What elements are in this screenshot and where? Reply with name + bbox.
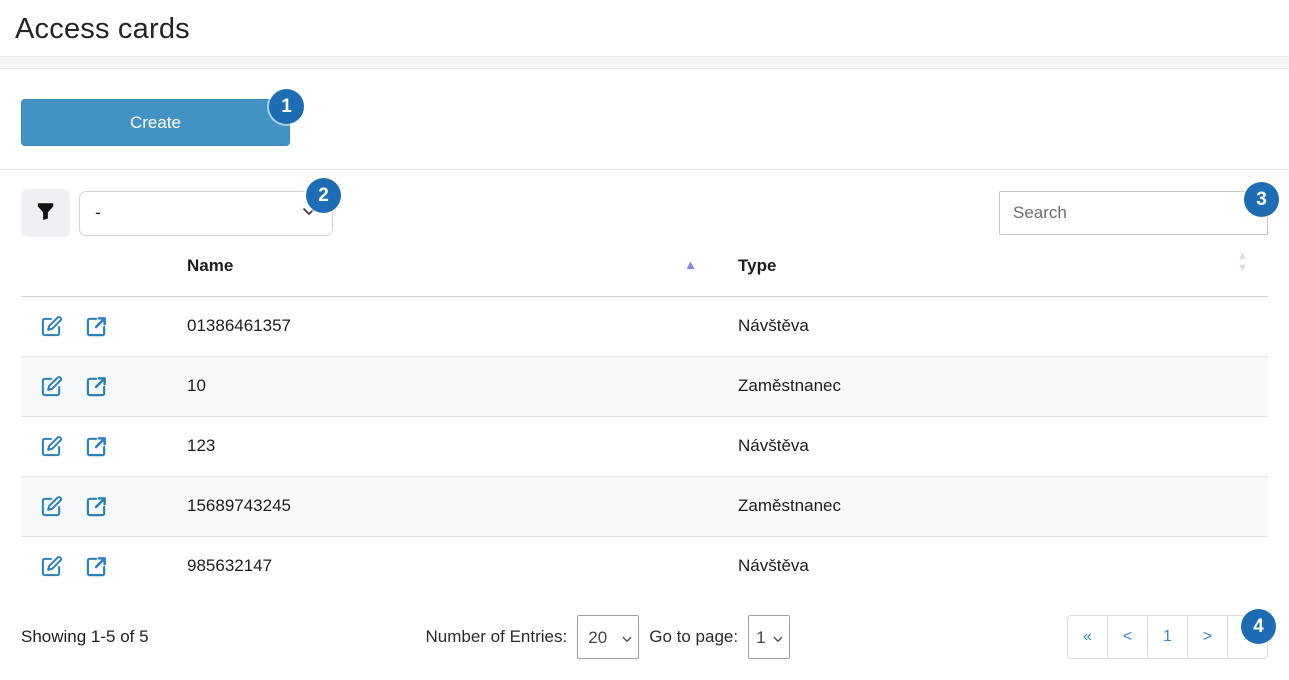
row-name-cell: 123 xyxy=(171,416,721,477)
row-name-cell: 985632147 xyxy=(187,556,273,576)
edit-icon[interactable] xyxy=(40,555,63,578)
next-page-button[interactable]: > xyxy=(1186,615,1228,659)
filter-button[interactable] xyxy=(21,189,70,237)
entries-per-page-wrap: 20 xyxy=(577,615,640,659)
sort-ascending-icon[interactable]: ▲ xyxy=(684,257,697,272)
goto-page-label: Go to page: xyxy=(649,627,739,646)
access-cards-page: Access cards Create - xyxy=(0,0,1289,659)
goto-page-wrap: 1 xyxy=(748,615,791,659)
section-divider xyxy=(0,169,1289,170)
column-header-name-label: Name xyxy=(187,256,234,276)
row-actions-cell xyxy=(21,476,171,537)
edit-icon[interactable] xyxy=(40,375,63,398)
open-external-icon[interactable] xyxy=(85,555,108,578)
table-header-row: Name ▲ Type ▲ ▼ xyxy=(21,237,1268,297)
table-footer: Showing 1-5 of 5 Number of Entries: 20 G… xyxy=(21,615,1268,659)
column-header-type-label: Type xyxy=(738,256,777,276)
annotation-badge-1: 1 xyxy=(269,89,304,124)
column-header-actions xyxy=(21,237,171,297)
table-row: 15689743245 Zaměstnanec xyxy=(21,476,1268,537)
header-divider-strip xyxy=(0,56,1289,69)
funnel-icon xyxy=(36,202,55,224)
create-button[interactable]: Create xyxy=(21,99,290,146)
open-external-icon[interactable] xyxy=(85,435,108,458)
table-body: 01386461357 Návštěva 10 Zaměstnanec xyxy=(21,296,1268,596)
pagination: «<1>» xyxy=(1066,615,1268,659)
row-type-cell: Návštěva xyxy=(738,556,809,576)
open-external-icon[interactable] xyxy=(85,495,108,518)
access-cards-table: Name ▲ Type ▲ ▼ xyxy=(21,237,1268,596)
edit-icon[interactable] xyxy=(40,315,63,338)
entries-per-page-label: Number of Entries: xyxy=(425,627,568,646)
table-row: 10 Zaměstnanec xyxy=(21,356,1268,417)
card-type-select-value: - xyxy=(95,203,101,222)
table-row: 985632147 Návštěva xyxy=(21,536,1268,596)
row-actions-cell xyxy=(21,356,171,417)
entries-controls: Number of Entries: 20 Go to page: 1 xyxy=(426,615,791,659)
edit-icon[interactable] xyxy=(40,495,63,518)
row-name-cell: 10 xyxy=(171,356,721,417)
column-header-name[interactable]: Name ▲ xyxy=(171,237,721,297)
first-page-button[interactable]: « xyxy=(1066,615,1108,659)
open-external-icon[interactable] xyxy=(85,375,108,398)
open-external-icon[interactable] xyxy=(85,315,108,338)
search-input[interactable] xyxy=(999,191,1268,235)
table-row: 123 Návštěva xyxy=(21,416,1268,477)
annotation-badge-4: 4 xyxy=(1241,609,1276,644)
edit-icon[interactable] xyxy=(40,435,63,458)
page-title: Access cards xyxy=(15,13,190,45)
row-type-cell: Návštěva xyxy=(721,416,1268,477)
sort-unsorted-icon[interactable]: ▲ ▼ xyxy=(1237,250,1248,274)
row-actions-cell xyxy=(21,536,171,596)
content-area: Create - Name xyxy=(0,99,1289,659)
goto-page-select[interactable]: 1 xyxy=(748,615,791,659)
page-1-button[interactable]: 1 xyxy=(1146,615,1188,659)
card-type-select[interactable]: - xyxy=(79,190,333,236)
row-type-cell: Zaměstnanec xyxy=(721,476,1268,537)
page-header: Access cards xyxy=(0,0,1289,56)
table-row: 01386461357 Návštěva xyxy=(21,296,1268,357)
row-type-cell: Návštěva xyxy=(721,296,1268,357)
showing-entries-text: Showing 1-5 of 5 xyxy=(21,627,149,646)
entries-per-page-select[interactable]: 20 xyxy=(577,615,640,659)
filter-toolbar: - xyxy=(21,189,1268,237)
column-header-type[interactable]: Type ▲ ▼ xyxy=(721,237,1268,297)
row-actions-cell xyxy=(21,296,171,357)
row-name-cell: 01386461357 xyxy=(171,296,721,357)
row-actions-cell xyxy=(21,416,171,477)
prev-page-button[interactable]: < xyxy=(1106,615,1148,659)
row-type-cell: Zaměstnanec xyxy=(721,356,1268,417)
row-name-cell: 15689743245 xyxy=(171,476,721,537)
annotation-badge-2: 2 xyxy=(306,178,341,213)
annotation-badge-3: 3 xyxy=(1244,182,1279,217)
